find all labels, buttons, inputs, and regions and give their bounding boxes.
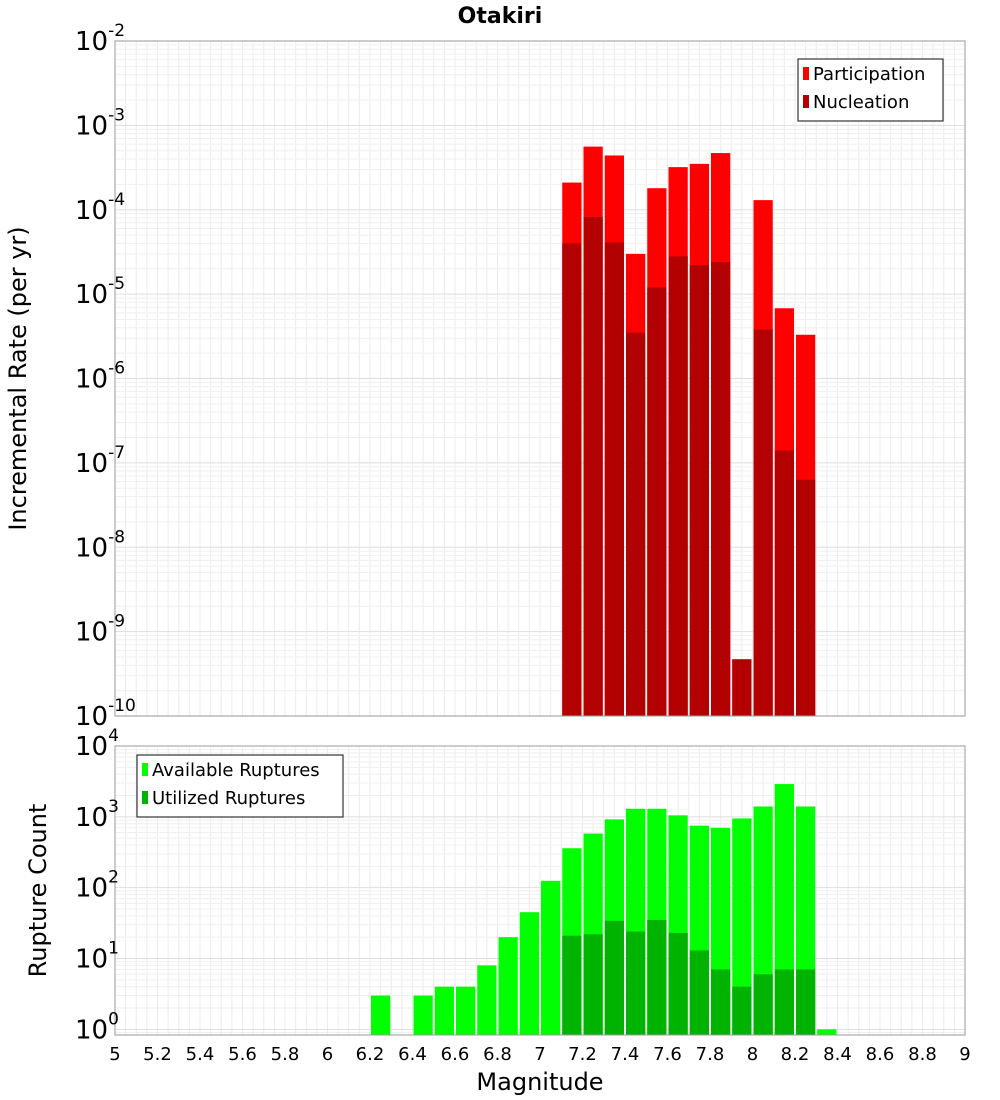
- y-tick-label: 10-5: [75, 274, 125, 310]
- bar-utilized-ruptures: [753, 974, 773, 1035]
- bar-available-ruptures: [371, 995, 391, 1035]
- x-tick-label: 8.2: [781, 1044, 810, 1065]
- x-tick-label: 5.6: [228, 1044, 257, 1065]
- y-tick-label: 10-6: [75, 359, 125, 395]
- y-tick-label: 10-3: [75, 105, 125, 141]
- y-tick-label: 103: [75, 797, 119, 833]
- chart-title: Otakiri: [458, 4, 543, 29]
- y-tick-label: 102: [75, 868, 119, 904]
- bar-available-ruptures: [519, 912, 539, 1035]
- legend-label: Utilized Ruptures: [152, 788, 305, 809]
- bar-nucleation: [647, 287, 667, 716]
- bar-available-ruptures: [498, 937, 518, 1035]
- bar-available-ruptures: [732, 818, 752, 1035]
- legend-label: Available Ruptures: [152, 760, 320, 781]
- y-tick-label: 101: [75, 939, 119, 975]
- y-tick-label: 100: [75, 1009, 119, 1045]
- bar-nucleation: [711, 262, 731, 716]
- x-tick-label: 6.2: [356, 1044, 385, 1065]
- x-tick-label: 6: [322, 1044, 333, 1065]
- legend-swatch: [142, 791, 148, 804]
- bar-nucleation: [668, 256, 688, 716]
- bottom-panel: 100 101 102 103 104 Rupture Count Available Ru…: [24, 726, 971, 1065]
- plot-frame: [114, 40, 966, 717]
- bar-available-ruptures: [541, 880, 561, 1035]
- x-tick-label: 6.6: [441, 1044, 470, 1065]
- x-tick-label: 9: [959, 1044, 970, 1065]
- bar-utilized-ruptures: [562, 935, 582, 1035]
- top-panel: 10-10 10-9 10-8 10-7 10-6 10-5 10-4 10-3 10-2 Inc…: [4, 21, 966, 732]
- bar-utilized-ruptures: [668, 932, 688, 1035]
- x-tick-label: 7.8: [696, 1044, 725, 1065]
- y-tick-label: 10-9: [75, 612, 125, 648]
- y-axis-label: Incremental Rate (per yr): [4, 226, 32, 530]
- legend-box: [797, 58, 944, 122]
- x-tick-label: 8: [747, 1044, 758, 1065]
- x-axis-label: Magnitude: [476, 1068, 603, 1096]
- x-tick-label: 8.4: [823, 1044, 852, 1065]
- bar-nucleation: [753, 329, 773, 716]
- bar-available-ruptures: [817, 1029, 837, 1035]
- legend-swatch: [803, 67, 809, 80]
- x-tick-label: 6.4: [398, 1044, 427, 1065]
- x-tick-label: 7.6: [653, 1044, 682, 1065]
- x-tick-label: 7.2: [568, 1044, 597, 1065]
- legend-label: Participation: [813, 64, 925, 85]
- legend-swatch: [803, 95, 809, 108]
- x-tick-label: 5.4: [186, 1044, 215, 1065]
- bar-nucleation: [562, 243, 582, 717]
- bar-utilized-ruptures: [647, 919, 667, 1035]
- legend-swatch: [142, 763, 148, 776]
- bar-nucleation: [583, 217, 603, 716]
- x-tick-label: 5.2: [143, 1044, 172, 1065]
- x-tick-label: 5.8: [271, 1044, 300, 1065]
- legend: Available Ruptures Utilized Ruptures: [136, 754, 344, 818]
- bar-utilized-ruptures: [626, 931, 646, 1035]
- bar-utilized-ruptures: [604, 920, 624, 1035]
- bar-available-ruptures: [477, 965, 497, 1035]
- plot-frame: [114, 745, 966, 1036]
- x-tick-label: 8.6: [866, 1044, 895, 1065]
- bar-utilized-ruptures: [711, 969, 731, 1035]
- legend-label: Nucleation: [813, 92, 909, 113]
- bar-utilized-ruptures: [732, 986, 752, 1035]
- bar-utilized-ruptures: [583, 934, 603, 1035]
- bar-utilized-ruptures: [796, 969, 816, 1035]
- bar-nucleation: [604, 242, 624, 716]
- y-tick-label: 104: [75, 726, 119, 762]
- y-tick-label: 10-2: [75, 21, 125, 57]
- bar-available-ruptures: [413, 995, 433, 1035]
- bar-utilized-ruptures: [774, 969, 794, 1035]
- bar-nucleation: [689, 265, 709, 716]
- x-tick-label: 7.4: [611, 1044, 640, 1065]
- x-tick-label: 7: [534, 1044, 545, 1065]
- bar-nucleation: [626, 332, 646, 716]
- x-tick-label: 5: [109, 1044, 120, 1065]
- bar-available-ruptures: [456, 986, 476, 1035]
- x-tick-label: 8.8: [908, 1044, 937, 1065]
- bar-nucleation: [774, 450, 794, 716]
- legend: Participation Nucleation: [797, 58, 944, 122]
- bar-utilized-ruptures: [689, 950, 709, 1035]
- y-tick-label: 10-8: [75, 527, 125, 563]
- bar-available-ruptures: [434, 986, 454, 1035]
- y-tick-label: 10-7: [75, 443, 125, 479]
- y-axis-label: Rupture Count: [24, 804, 52, 978]
- x-tick-label: 6.8: [483, 1044, 512, 1065]
- y-tick-label: 10-4: [75, 190, 125, 226]
- bar-nucleation: [796, 479, 816, 716]
- legend-box: [136, 754, 344, 818]
- y-tick-label: 10-10: [75, 696, 136, 732]
- bar-nucleation: [732, 659, 752, 716]
